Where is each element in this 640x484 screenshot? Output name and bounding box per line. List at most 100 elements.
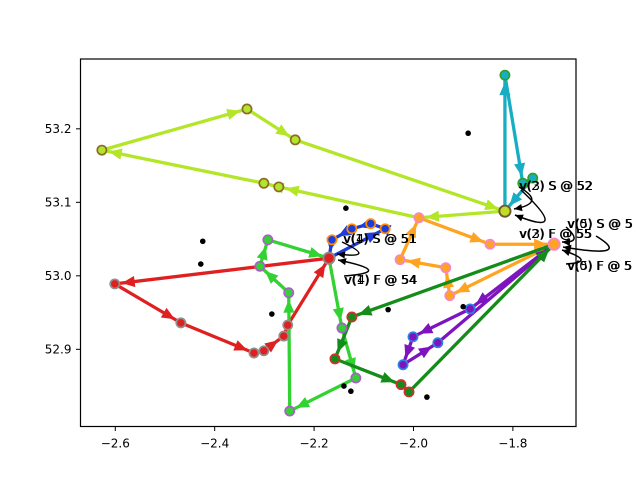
unvisited-dot (348, 388, 354, 395)
route-yellowgreen (100, 107, 507, 222)
annotation-label: v(0) F @ 5 (567, 258, 632, 273)
depots (322, 204, 561, 265)
route-arrow (256, 246, 268, 261)
route-node (407, 331, 419, 343)
route-node (109, 278, 121, 290)
route-node (289, 134, 301, 146)
route-arrow (358, 304, 373, 316)
route-arrow (419, 323, 434, 334)
route-arrow (364, 232, 379, 244)
route-arrow (405, 224, 417, 239)
route-segment (407, 242, 556, 394)
route-segment (277, 185, 421, 220)
route-orange-nodes (394, 212, 496, 302)
route-node (346, 311, 358, 323)
route-arrow (475, 292, 490, 305)
y-tick-label: 52.9 (45, 342, 72, 356)
route-arrow (313, 264, 326, 279)
annotation-arrow-curve (514, 189, 546, 224)
route-node (284, 405, 296, 417)
route-node (365, 218, 377, 230)
route-arrow (160, 307, 175, 320)
unvisited-dot (460, 303, 466, 310)
route-node (444, 290, 456, 302)
unvisited-dot (199, 238, 206, 245)
ann-f54: v(1) F @ 54v(4) F @ 54 (337, 258, 417, 287)
route-arrow (514, 162, 526, 177)
route-arrow (285, 185, 300, 197)
annotation-arrowhead (562, 238, 571, 246)
route-node (283, 287, 295, 299)
route-arrow (509, 192, 523, 206)
annotation-label: v(0) S @ 5 (567, 216, 632, 231)
route-segment (100, 107, 249, 152)
route-segment (401, 341, 440, 367)
route-arrow (380, 372, 395, 383)
route-arrow (499, 82, 511, 96)
annotation-arrowhead (337, 251, 346, 259)
y-tick-label: 53.0 (45, 269, 72, 283)
unvisited-customers (197, 130, 471, 400)
route-darkgreen (333, 242, 556, 394)
unvisited-dot (197, 261, 204, 267)
route-node (395, 379, 407, 391)
route-arrow (456, 281, 471, 293)
route-node (346, 223, 358, 235)
route-arrow (534, 238, 548, 250)
route-node (432, 337, 444, 349)
unvisited-dot (269, 311, 275, 317)
route-node (329, 353, 341, 365)
route-node (241, 103, 253, 115)
annotation-arrow-curve (337, 259, 370, 277)
route-node (326, 234, 338, 246)
ann-f5x: v(0) F @ 5v(5) F @ 5 (561, 249, 633, 273)
route-node (248, 347, 260, 359)
route-blue-nodes (326, 218, 391, 246)
route-node (403, 386, 415, 398)
route-segment (293, 138, 507, 213)
annotation-label: v(3) S @ 52 (520, 178, 593, 193)
route-arrow (295, 397, 311, 408)
route-node (413, 212, 425, 224)
route-segment (100, 148, 266, 185)
ann-s5x: v(0) S @ 5v(5) S @ 5 (561, 216, 633, 246)
unvisited-dot (341, 383, 347, 389)
route-node (484, 238, 496, 250)
route-arrow (337, 338, 348, 353)
route-arrow (484, 199, 499, 211)
route-node (379, 223, 391, 235)
route-node (350, 372, 362, 384)
depot-orange (547, 237, 561, 251)
route-arrow (425, 210, 440, 222)
route-arrow (283, 299, 295, 313)
route-yellowgreen-nodes (96, 103, 301, 193)
x-tick-label: −2.2 (300, 437, 329, 451)
route-arrow (233, 340, 248, 351)
route-segment (113, 256, 331, 286)
route-arrow (308, 247, 323, 258)
route-purple-nodes (397, 303, 476, 371)
route-node (440, 262, 452, 274)
route-arrow (108, 148, 123, 160)
annotation-label: v(4) S @ 51 (344, 231, 417, 246)
route-arrow (121, 275, 136, 288)
annotation-arrowhead (514, 204, 523, 212)
unvisited-dot (424, 394, 430, 400)
annotation-label: v(5) F @ 5 (568, 258, 633, 273)
route-node (394, 254, 406, 266)
annotation-label: v(1) F @ 54 (344, 272, 417, 287)
route-arrow (417, 346, 432, 359)
route-arrow (406, 257, 421, 269)
route-red-nodes (109, 278, 294, 359)
annotation-label: v(3) F @ 55 (520, 226, 593, 241)
route-node (517, 177, 529, 189)
route-arrow (332, 307, 344, 322)
unvisited-dot (343, 205, 349, 212)
annotation-label: v(1) S @ 51 (343, 231, 416, 246)
x-tick-label: −2.4 (200, 437, 229, 451)
annotation-arrowhead (515, 214, 524, 222)
route-arrow (404, 344, 416, 359)
route-node (336, 322, 348, 334)
route-node (397, 359, 409, 371)
